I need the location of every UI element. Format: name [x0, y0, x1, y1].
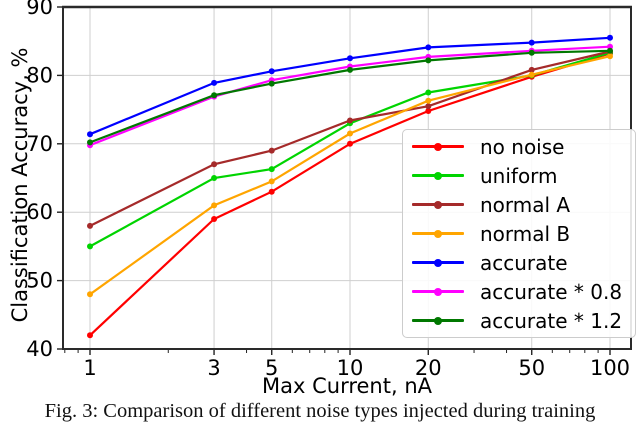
series-marker	[528, 71, 535, 78]
legend-marker-icon	[434, 287, 442, 296]
y-axis-title: Classification Accuracy, %	[8, 47, 32, 323]
y-tick-label: 40	[26, 337, 53, 361]
legend-marker-icon	[434, 142, 442, 151]
legend-label: uniform	[480, 163, 558, 188]
series-marker	[425, 103, 432, 110]
x-tick-label: 10	[337, 356, 364, 380]
series-marker	[268, 178, 275, 185]
legend-line-sample	[412, 229, 464, 238]
figure-caption: Fig. 3: Comparison of different noise ty…	[44, 400, 596, 422]
series-marker	[87, 291, 93, 298]
series-marker	[87, 131, 93, 138]
series-marker	[607, 53, 613, 60]
legend-marker-icon	[434, 316, 442, 325]
x-tick-label: 20	[415, 356, 442, 380]
chart-legend: no noise uniform normal A normal B accur…	[402, 129, 636, 338]
y-tick-label: 90	[26, 0, 53, 19]
series-marker	[425, 57, 432, 64]
legend-line-sample	[412, 287, 464, 296]
legend-label: normal A	[480, 192, 571, 217]
series-marker	[87, 222, 93, 229]
series-marker	[425, 44, 432, 51]
series-marker	[268, 166, 275, 173]
legend-item-accurate: accurate	[403, 248, 635, 277]
legend-marker-icon	[434, 229, 442, 238]
series-marker	[211, 92, 218, 99]
x-tick-label: 3	[207, 356, 220, 380]
x-tick-label: 1	[83, 356, 96, 380]
series-marker	[347, 55, 353, 62]
x-tick-label: 100	[590, 356, 630, 380]
series-marker	[211, 79, 218, 86]
series-marker	[347, 117, 353, 124]
series-marker	[607, 47, 613, 54]
series-marker	[211, 175, 218, 181]
series-marker	[347, 140, 353, 147]
legend-line-sample	[412, 316, 464, 325]
legend-marker-icon	[434, 171, 442, 180]
series-marker	[268, 68, 275, 75]
legend-item-no-noise: no noise	[403, 132, 635, 161]
legend-marker-icon	[434, 200, 442, 209]
series-marker	[268, 147, 275, 154]
legend-label: no noise	[480, 134, 565, 159]
legend-item-accurate-1-2: accurate * 1.2	[403, 306, 635, 335]
y-tick-label: 70	[26, 132, 53, 156]
series-marker	[425, 97, 432, 104]
x-tick-label: 5	[265, 356, 278, 380]
series-marker	[87, 332, 93, 339]
series-marker	[425, 108, 432, 114]
legend-label: accurate * 1.2	[480, 308, 623, 333]
series-marker	[607, 43, 613, 50]
legend-label: accurate * 0.8	[480, 279, 623, 304]
series-marker	[211, 161, 218, 168]
series-marker	[528, 66, 535, 73]
series-marker	[425, 89, 432, 96]
legend-marker-icon	[434, 258, 442, 267]
series-marker	[347, 130, 353, 137]
series-marker	[347, 66, 353, 73]
x-axis-title: Max Current, nA	[262, 374, 432, 398]
legend-line-sample	[412, 171, 464, 180]
series-marker	[528, 49, 535, 56]
legend-line-sample	[412, 258, 464, 267]
x-tick-label: 50	[518, 356, 545, 380]
series-marker	[607, 34, 613, 41]
y-tick-label: 50	[26, 269, 53, 293]
series-marker	[528, 39, 535, 46]
series-marker	[87, 139, 93, 146]
series-marker	[211, 216, 218, 222]
legend-item-normal-a: normal A	[403, 190, 635, 219]
legend-line-sample	[412, 142, 464, 151]
legend-item-normal-b: normal B	[403, 219, 635, 248]
legend-label: accurate	[480, 250, 568, 275]
y-tick-label: 60	[26, 200, 53, 224]
series-marker	[268, 188, 275, 195]
y-tick-label: 80	[26, 63, 53, 87]
series-marker	[87, 243, 93, 250]
series-marker	[268, 80, 275, 87]
legend-item-accurate-0-8: accurate * 0.8	[403, 277, 635, 306]
legend-line-sample	[412, 200, 464, 209]
legend-item-uniform: uniform	[403, 161, 635, 190]
series-marker	[211, 202, 218, 209]
legend-label: normal B	[480, 221, 571, 246]
